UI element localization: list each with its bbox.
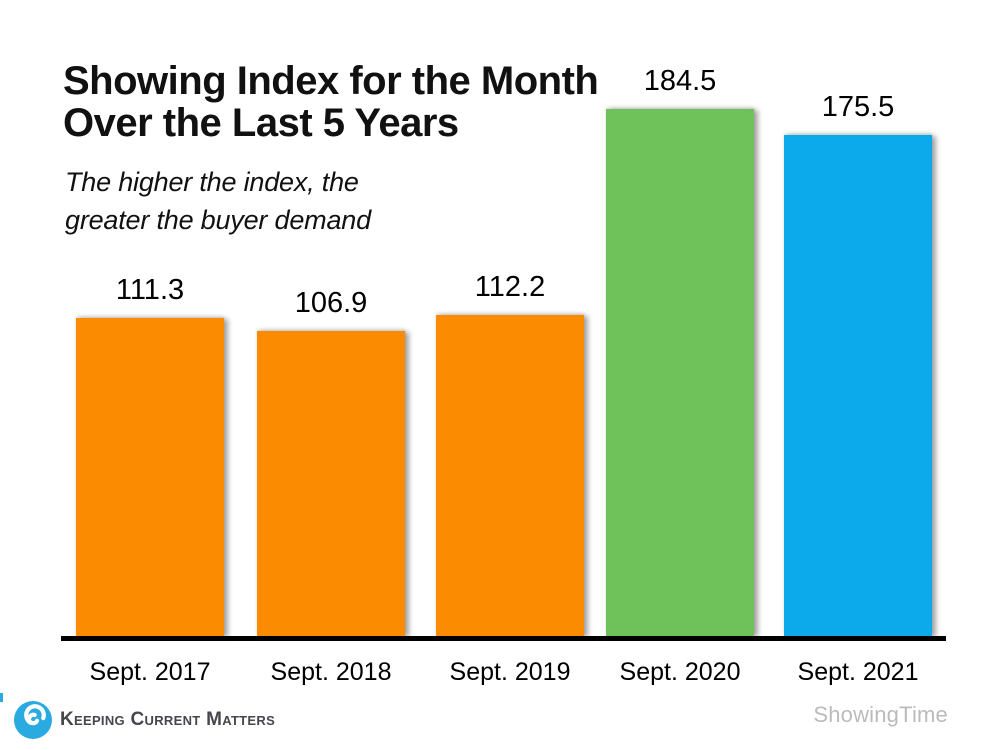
bar-category-label: Sept. 2017 [89, 658, 211, 686]
kcm-logo: Keeping Current Matters [13, 700, 275, 740]
edge-blue-sliver [0, 693, 3, 702]
chart-subtitle: The higher the index, the greater the bu… [65, 164, 371, 240]
bar-value-label: 112.2 [474, 271, 546, 303]
bar-value-label: 184.5 [643, 65, 717, 97]
chart-subtitle-line2: greater the buyer demand [65, 204, 371, 235]
bar-sept-2018 [257, 331, 405, 636]
bar-value-label: 175.5 [821, 91, 895, 123]
page-title: Showing Index for the Month Over the Las… [63, 59, 599, 146]
x-axis-line [61, 636, 946, 641]
brand-name: Keeping Current Matters [60, 709, 276, 730]
bar-sept-2021 [784, 135, 932, 636]
bar-category-label: Sept. 2021 [797, 658, 919, 686]
bar-category-label: Sept. 2020 [619, 658, 741, 686]
chart-subtitle-line1: The higher the index, the [65, 167, 359, 197]
page-title-line2: Over the Last 5 Years [63, 101, 459, 146]
bar-value-label: 111.3 [115, 274, 185, 306]
attribution-showingtime: ShowingTime [813, 702, 948, 727]
kcm-swirl-icon [14, 701, 52, 739]
page-title-line1: Showing Index for the Month [63, 59, 599, 103]
bar-sept-2019 [436, 315, 584, 636]
bar-sept-2020 [606, 109, 754, 636]
bar-category-label: Sept. 2019 [449, 658, 571, 686]
bar-sept-2017 [76, 318, 224, 636]
bar-value-label: 106.9 [294, 287, 368, 319]
bar-category-label: Sept. 2018 [270, 658, 392, 686]
